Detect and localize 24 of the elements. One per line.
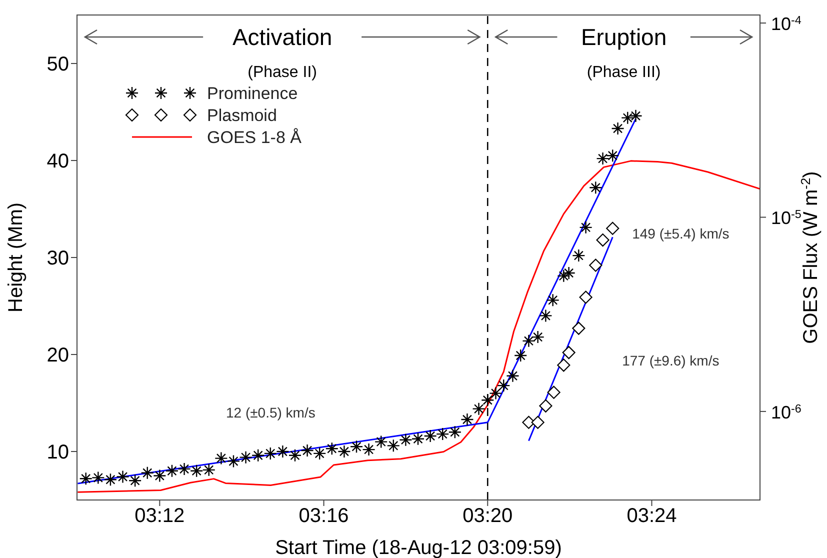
y-tick-label: 10 [46,442,69,464]
y-tick-label: 30 [46,248,69,270]
x-tick-label: 03:12 [134,505,185,528]
legend-label: Prominence [207,84,298,103]
legend-label: Plasmoid [207,106,277,125]
x-tick-label: 03:16 [298,505,349,528]
x-axis-title: Start Time (18-Aug-12 03:09:59) [275,537,562,558]
y-tick-label: 40 [46,150,69,173]
annotation: 12 (±0.5) km/s [226,404,316,421]
annotation: (Phase III) [586,64,661,81]
legend-label: GOES 1-8 Å [207,128,302,147]
annotation: 177 (±9.6) km/s [622,352,720,369]
annotation: Activation [232,24,332,50]
annotation: Eruption [580,24,667,50]
annotation: 149 (±5.4) km/s [632,225,730,242]
x-tick-label: 03:24 [626,505,677,528]
y2-tick-label: 10$^{-4}$ [771,14,802,34]
x-tick-label: 03:20 [462,505,513,528]
annotation: (Phase II) [248,64,317,81]
y-tick-label: 20 [46,344,69,367]
y-tick-label: 50 [46,54,69,76]
y2-tick-label: 10$^{-5}$ [771,208,802,228]
y-axis-title: Height (Mm) [5,202,27,313]
y2-tick-label: 10$^{-6}$ [771,402,802,422]
